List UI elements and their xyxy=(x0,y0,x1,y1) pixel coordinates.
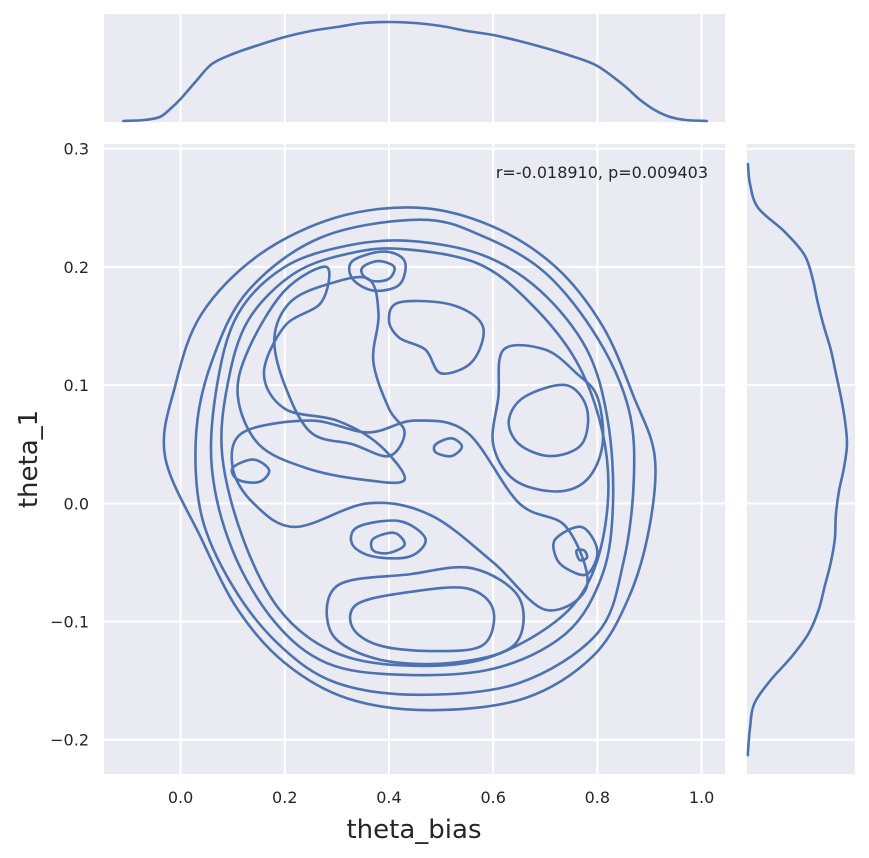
inner-contour-right-mid xyxy=(491,343,605,493)
inner-contour-bottom xyxy=(348,586,496,653)
marginal-x-gridlines xyxy=(179,14,703,122)
x-axis-label: theta_bias xyxy=(346,815,481,845)
marginal-x-panel xyxy=(104,14,725,123)
marginal-y-kde-line xyxy=(746,162,849,757)
outer-contour-3 xyxy=(209,239,615,677)
x-tick-label: 0.8 xyxy=(585,788,610,807)
outer-contour-2 xyxy=(194,218,636,697)
y-tick-label: −0.1 xyxy=(50,613,89,632)
inner-contour-dot-right-low xyxy=(575,548,589,562)
x-tick-label: 0.4 xyxy=(376,788,401,807)
joint-background xyxy=(104,144,725,774)
inner-contour-dot-center xyxy=(432,437,464,458)
x-tick-label: 0.6 xyxy=(480,788,505,807)
marginal-y-background xyxy=(747,144,855,774)
joint-panel: r=-0.018910, p=0.009403 xyxy=(104,144,725,774)
inner-contour-bottom-dot xyxy=(369,531,406,555)
x-tick-label: 0.2 xyxy=(272,788,297,807)
inner-contour-right xyxy=(507,383,590,458)
inner-contour-left-wave xyxy=(236,265,406,485)
inner-contour-bottom-center xyxy=(349,519,427,560)
x-tick-label: 0.0 xyxy=(168,788,193,807)
inner-contour-dot-top-2 xyxy=(347,250,407,293)
marginal-x-background xyxy=(104,14,725,122)
y-tick-label: 0.2 xyxy=(64,258,89,277)
inner-contour-dot-top xyxy=(359,259,396,283)
outer-contour-4 xyxy=(220,247,610,668)
y-tick-label: 0.3 xyxy=(64,140,89,159)
outer-contour-1 xyxy=(162,206,657,712)
kde-contours xyxy=(162,206,657,712)
y-tick-label: 0.1 xyxy=(64,376,89,395)
x-tick-label: 1.0 xyxy=(689,788,714,807)
marginal-y-panel xyxy=(746,144,855,774)
inner-contour-middle-band xyxy=(230,419,589,612)
inner-contour-top-center xyxy=(387,299,485,375)
correlation-annotation: r=-0.018910, p=0.009403 xyxy=(496,163,708,182)
y-tick-label: 0.0 xyxy=(64,494,89,513)
y-tick-labels: −0.2 −0.1 0.0 0.1 0.2 0.3 xyxy=(50,140,89,750)
joint-gridlines xyxy=(104,144,725,774)
x-tick-labels: 0.0 0.2 0.4 0.6 0.8 1.0 xyxy=(168,788,714,807)
inner-contour-bottom-2 xyxy=(325,565,525,666)
y-tick-label: −0.2 xyxy=(50,731,89,750)
marginal-x-kde-line xyxy=(121,20,709,123)
y-axis-label: theta_1 xyxy=(14,410,44,508)
